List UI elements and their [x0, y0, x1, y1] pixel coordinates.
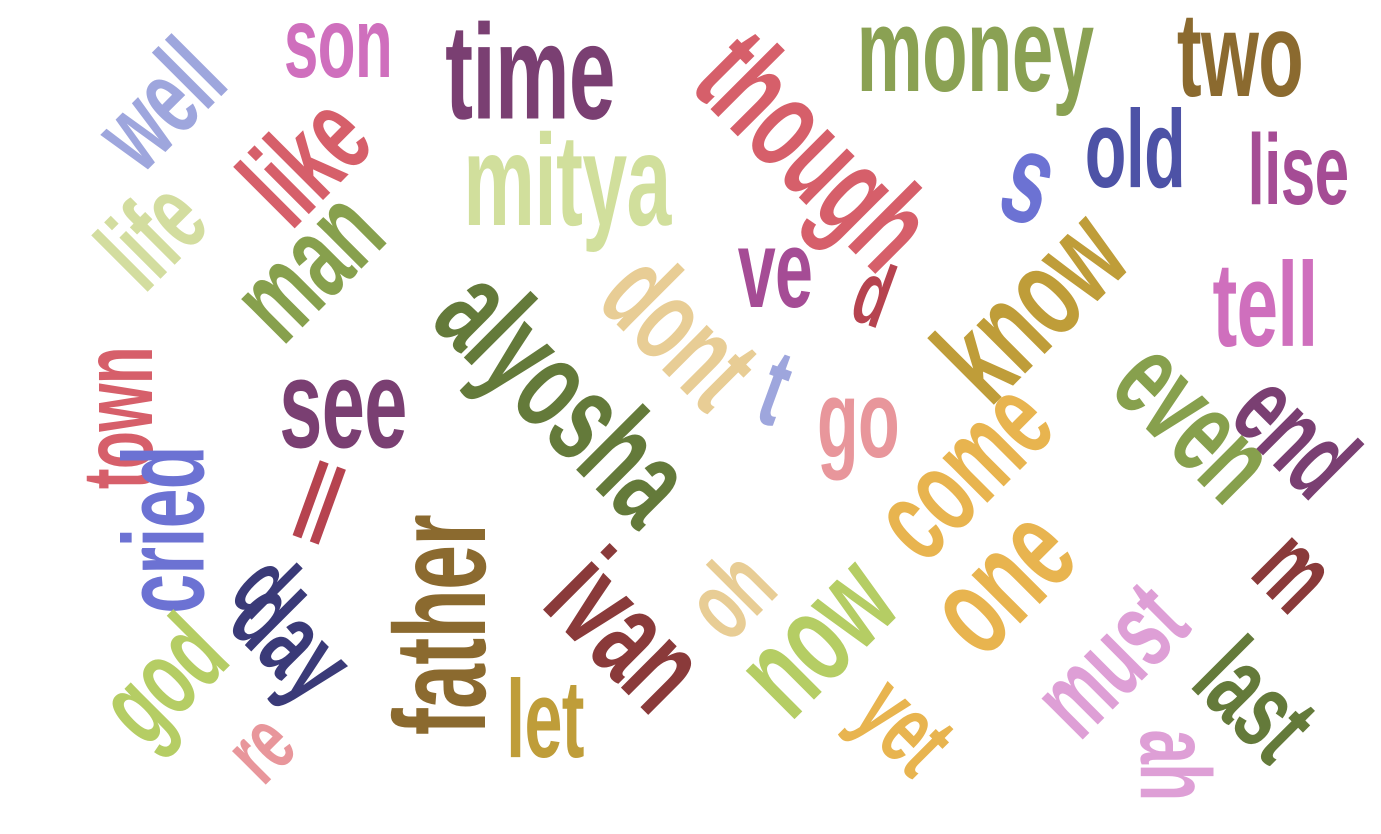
word-two: two: [1176, 0, 1304, 122]
word-son: son: [283, 0, 393, 99]
word-ve: ve: [737, 208, 813, 331]
word-mitya: mitya: [463, 107, 671, 253]
word-see: see: [279, 335, 407, 475]
word-man: man: [206, 164, 408, 366]
word-m: m: [1230, 504, 1361, 635]
word-father: father: [367, 514, 513, 736]
word-day: day: [207, 555, 377, 725]
word-time: time: [445, 0, 615, 148]
word-well: well: [71, 16, 248, 193]
word-old: old: [1084, 88, 1186, 211]
word-lise: lise: [1247, 114, 1350, 226]
word-money: money: [856, 0, 1094, 117]
word-go: go: [816, 358, 900, 481]
word-let: let: [506, 658, 584, 781]
word-tell: tell: [1212, 238, 1318, 372]
word-life: life: [74, 157, 230, 313]
word-cried: cried: [100, 446, 229, 614]
